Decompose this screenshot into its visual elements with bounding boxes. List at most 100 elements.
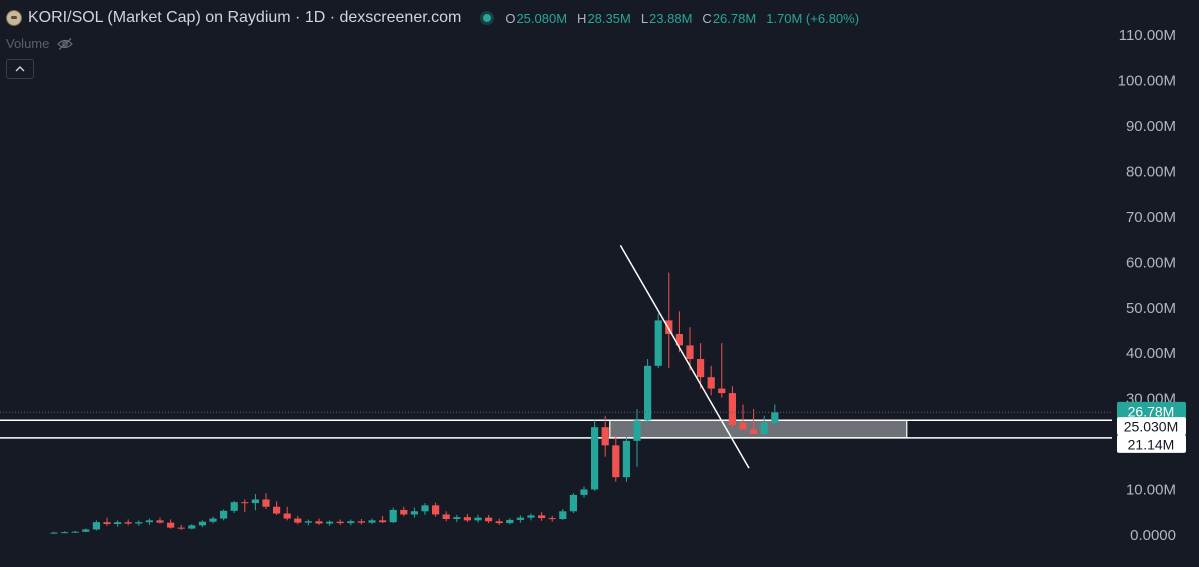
- eye-hidden-icon[interactable]: [57, 37, 74, 50]
- candle-body: [644, 365, 652, 421]
- candle[interactable]: [506, 518, 514, 525]
- candle[interactable]: [622, 436, 630, 482]
- candle[interactable]: [82, 528, 90, 533]
- y-tick-label: 100.00M: [1118, 73, 1176, 90]
- candle-body: [559, 511, 567, 520]
- candle-body: [739, 422, 747, 430]
- candle[interactable]: [516, 515, 524, 523]
- candle[interactable]: [442, 511, 450, 522]
- candle[interactable]: [124, 519, 132, 526]
- candle-body: [273, 506, 281, 514]
- candle[interactable]: [145, 518, 153, 525]
- support-zone-rect[interactable]: [609, 419, 908, 439]
- candle[interactable]: [707, 365, 715, 396]
- candle-body: [71, 531, 79, 533]
- candle[interactable]: [357, 519, 365, 525]
- candle[interactable]: [304, 519, 312, 526]
- candle[interactable]: [114, 520, 122, 527]
- candle-body: [697, 359, 705, 378]
- candle[interactable]: [601, 415, 609, 457]
- candle[interactable]: [167, 519, 175, 529]
- candle[interactable]: [612, 434, 620, 482]
- candle[interactable]: [400, 506, 408, 517]
- candle-body: [485, 517, 493, 522]
- candle[interactable]: [538, 512, 546, 521]
- candle[interactable]: [559, 509, 567, 520]
- candle[interactable]: [750, 409, 758, 435]
- candle[interactable]: [177, 524, 185, 530]
- collapse-legend-button[interactable]: [6, 59, 34, 79]
- candle[interactable]: [739, 404, 747, 430]
- candle[interactable]: [548, 515, 556, 522]
- candle[interactable]: [379, 515, 387, 524]
- candle[interactable]: [188, 524, 196, 530]
- candle-body: [442, 514, 450, 520]
- candle-body: [760, 422, 768, 435]
- candle[interactable]: [697, 343, 705, 389]
- candle[interactable]: [718, 343, 726, 398]
- candle[interactable]: [527, 513, 535, 521]
- candle[interactable]: [453, 514, 461, 523]
- candle[interactable]: [273, 501, 281, 515]
- candle[interactable]: [71, 530, 79, 533]
- candle[interactable]: [283, 506, 291, 521]
- candle[interactable]: [686, 327, 694, 371]
- candle[interactable]: [50, 531, 58, 534]
- candle-body: [538, 515, 546, 519]
- candle-body: [463, 517, 471, 521]
- candle[interactable]: [432, 502, 440, 517]
- candle-body: [400, 509, 408, 515]
- candle[interactable]: [569, 493, 577, 514]
- candle[interactable]: [591, 420, 599, 491]
- zone-bottom-label-bg: [1117, 434, 1186, 453]
- candle[interactable]: [474, 514, 482, 523]
- candle-body: [92, 522, 100, 530]
- candle-body: [188, 525, 196, 529]
- candle[interactable]: [421, 503, 429, 515]
- candle[interactable]: [92, 520, 100, 531]
- candle[interactable]: [209, 516, 217, 524]
- candle[interactable]: [654, 313, 662, 369]
- candle[interactable]: [315, 518, 323, 525]
- candle[interactable]: [220, 509, 228, 521]
- candle[interactable]: [326, 520, 334, 526]
- candle-body: [103, 522, 111, 525]
- candle-body: [548, 518, 556, 520]
- candle[interactable]: [771, 404, 779, 426]
- candle[interactable]: [485, 514, 493, 524]
- candle[interactable]: [294, 515, 302, 525]
- candle[interactable]: [198, 520, 206, 528]
- candle[interactable]: [368, 518, 376, 525]
- candle[interactable]: [580, 486, 588, 498]
- candle[interactable]: [463, 514, 471, 523]
- candle[interactable]: [665, 272, 673, 369]
- candle[interactable]: [728, 386, 736, 429]
- candle[interactable]: [760, 415, 768, 437]
- candle[interactable]: [389, 507, 397, 524]
- zone-top-label: 25.030M: [1117, 417, 1186, 436]
- candle[interactable]: [230, 500, 238, 514]
- candle[interactable]: [103, 517, 111, 526]
- candle[interactable]: [644, 359, 652, 423]
- candle[interactable]: [262, 493, 270, 510]
- candle[interactable]: [495, 518, 503, 525]
- candle[interactable]: [347, 519, 355, 526]
- candle-body: [569, 494, 577, 512]
- candle[interactable]: [336, 519, 344, 525]
- trend-line[interactable]: [619, 245, 750, 469]
- candle[interactable]: [410, 507, 418, 518]
- candle[interactable]: [61, 531, 69, 534]
- volume-label: Volume: [6, 36, 50, 51]
- ohlc-legend: O25.080M H28.35M L23.88M C26.78M 1.70M (…: [505, 11, 859, 26]
- candle[interactable]: [633, 409, 641, 467]
- candle[interactable]: [135, 520, 143, 526]
- y-tick-label: 50.00M: [1126, 300, 1176, 317]
- candle-body: [379, 520, 387, 523]
- candle[interactable]: [675, 311, 683, 353]
- candle[interactable]: [251, 494, 259, 511]
- candle[interactable]: [241, 499, 249, 513]
- candle[interactable]: [156, 517, 164, 524]
- y-tick-label: 40.00M: [1126, 345, 1176, 362]
- candle-body: [495, 521, 503, 524]
